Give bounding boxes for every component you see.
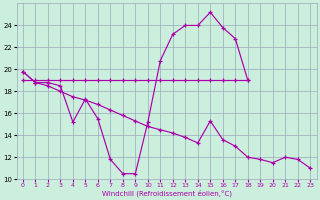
X-axis label: Windchill (Refroidissement éolien,°C): Windchill (Refroidissement éolien,°C) — [101, 189, 232, 197]
